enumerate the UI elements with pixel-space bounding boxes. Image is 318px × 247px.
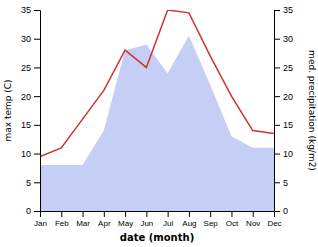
tick: 35	[21, 5, 40, 15]
tick: Jun	[140, 211, 153, 228]
tick-label: 20	[283, 92, 293, 102]
tick: Oct	[226, 211, 239, 228]
x-axis-label: date (month)	[120, 232, 194, 243]
tick-label: Jan	[34, 219, 47, 228]
y-axis: 0 5 10 15 20 25 30 35	[21, 5, 41, 216]
tick: Apr	[98, 211, 111, 228]
tick: 25	[21, 63, 40, 73]
tick-mark	[34, 211, 40, 212]
axis-line	[275, 11, 281, 212]
x-axis: Jan Feb Mar Apr May Jun Jul Aug Sep Oct Nov Dec	[34, 211, 282, 228]
tick-label: 35	[21, 5, 31, 15]
tick: 25	[274, 63, 293, 73]
tick-mark	[189, 211, 190, 217]
tick-label: 5	[283, 178, 288, 188]
tick-mark	[274, 154, 280, 155]
marks	[40, 10, 274, 211]
tick-label: 15	[21, 120, 31, 130]
tick: 0	[26, 206, 40, 216]
tick-label: 30	[21, 34, 31, 44]
tick-label: 25	[283, 63, 293, 73]
tick-label: 35	[283, 5, 293, 15]
tick-label: Oct	[226, 219, 239, 228]
tick: Dec	[267, 211, 281, 228]
tick-mark	[61, 211, 62, 217]
axis-line	[34, 11, 41, 212]
tick: 0	[274, 206, 288, 216]
tick-label: 10	[21, 149, 31, 159]
tick-label: Feb	[55, 219, 69, 228]
tick: May	[118, 211, 133, 228]
tick-label: Jul	[163, 219, 173, 228]
tick-mark	[168, 211, 169, 217]
tick-mark	[34, 154, 40, 155]
tick-mark	[274, 10, 280, 11]
tick-mark	[83, 211, 84, 217]
tick-mark	[231, 211, 232, 217]
precipitation-area	[40, 36, 274, 211]
tick: Nov	[246, 211, 260, 228]
tick-label: Apr	[98, 219, 111, 228]
y2-axis-label: med. precipitation (kg/m2)	[307, 50, 317, 171]
tick-mark	[34, 182, 40, 183]
tick-mark	[34, 67, 40, 68]
tick: 15	[274, 120, 293, 130]
axis-line	[41, 212, 275, 218]
tick: 5	[26, 178, 40, 188]
tick: 5	[274, 178, 288, 188]
tick: 20	[21, 92, 40, 102]
tick-label: Dec	[267, 219, 281, 228]
chart: JanFebMarAprMayJunJulAugSepOctNovDec0510…	[0, 0, 318, 247]
tick-label: 5	[26, 178, 31, 188]
tick: 10	[274, 149, 293, 159]
tick: 20	[274, 92, 293, 102]
tick-mark	[34, 10, 40, 11]
tick-label: Nov	[246, 219, 260, 228]
tick-label: Mar	[76, 219, 90, 228]
tick-label: Sep	[204, 219, 219, 228]
tick: 15	[21, 120, 40, 130]
tick-mark	[253, 211, 254, 217]
tick: Jul	[163, 211, 173, 228]
tick-mark	[104, 211, 105, 217]
tick-label: May	[118, 219, 133, 228]
tick: Aug	[182, 211, 196, 228]
tick-label: Jun	[140, 219, 153, 228]
tick-mark	[274, 211, 280, 212]
tick-mark	[34, 96, 40, 97]
tick: 30	[274, 34, 293, 44]
tick-mark	[274, 39, 280, 40]
tick-mark	[274, 67, 280, 68]
tick-mark	[274, 182, 280, 183]
tick-label: 25	[21, 63, 31, 73]
tick-mark	[34, 39, 40, 40]
tick-label: 0	[26, 206, 31, 216]
tick: Mar	[76, 211, 90, 228]
tick: 10	[21, 149, 40, 159]
plot: JanFebMarAprMayJunJulAugSepOctNovDec0510…	[21, 5, 293, 227]
tick-mark	[274, 125, 280, 126]
y-axis-label: max temp (C)	[3, 79, 13, 141]
tick-mark	[34, 125, 40, 126]
tick: 35	[274, 5, 293, 15]
temperature-line	[40, 10, 274, 156]
tick-label: 10	[283, 149, 293, 159]
tick-mark	[125, 211, 126, 217]
tick-mark	[274, 96, 280, 97]
tick: Jan	[34, 211, 47, 228]
tick: Feb	[55, 211, 69, 228]
tick-label: Aug	[182, 219, 196, 228]
tick: 30	[21, 34, 40, 44]
tick-mark	[146, 211, 147, 217]
tick: Sep	[204, 211, 219, 228]
tick-mark	[210, 211, 211, 217]
tick-label: 20	[21, 92, 31, 102]
y2-axis: 0 5 10 15 20 25 30 35	[274, 5, 293, 216]
tick-label: 0	[283, 206, 288, 216]
tick-label: 30	[283, 34, 293, 44]
tick-label: 15	[283, 120, 293, 130]
